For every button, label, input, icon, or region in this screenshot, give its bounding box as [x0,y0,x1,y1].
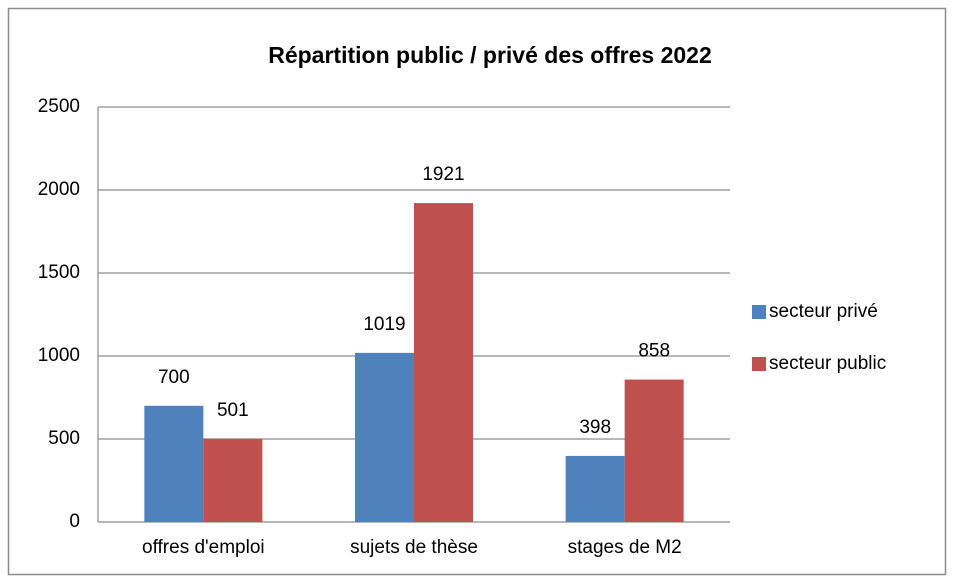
chart-title: Répartition public / privé des offres 20… [268,42,712,68]
data-label: 1019 [363,314,405,335]
y-tick-label: 1500 [38,262,80,283]
y-tick-label: 500 [48,428,80,449]
y-tick-label: 2500 [38,96,80,117]
x-tick-label: offres d'emploi [142,537,265,558]
data-label: 398 [579,417,611,438]
legend-label: secteur privé [769,301,878,322]
bar [203,438,263,522]
data-label: 700 [158,367,190,388]
data-label: 1921 [422,164,464,185]
bar [355,352,414,522]
y-tick-label: 2000 [38,179,80,200]
y-tick-label: 0 [69,511,80,532]
bar [144,405,204,522]
bar [624,379,684,522]
data-label: 501 [217,400,249,421]
bar [414,203,473,522]
x-tick-label: sujets de thèse [350,537,478,558]
data-label: 858 [638,341,670,362]
x-tick-label: stages de M2 [568,537,682,558]
y-tick-label: 1000 [38,345,80,366]
legend-swatch [752,357,766,371]
bar [565,455,625,522]
legend-swatch [752,305,766,319]
legend-label: secteur public [769,353,886,374]
